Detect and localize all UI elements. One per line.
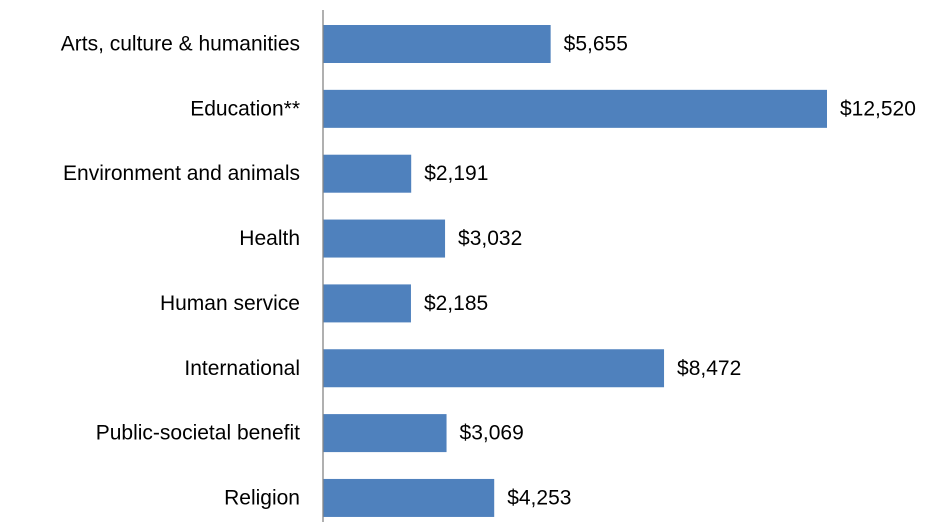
category-label: Arts, culture & humanities <box>61 33 300 56</box>
data-label: $4,253 <box>507 486 571 509</box>
bar <box>323 25 551 63</box>
data-label: $2,191 <box>424 162 488 185</box>
bar <box>323 89 827 128</box>
category-label: International <box>184 357 300 380</box>
data-label: $3,032 <box>458 227 522 250</box>
bars-group <box>323 25 827 517</box>
category-labels: Arts, culture & humanities Education** Env… <box>61 33 300 510</box>
category-label: Religion <box>224 486 300 509</box>
category-label: Environment and animals <box>63 162 300 185</box>
bar <box>323 414 447 453</box>
data-label: $8,472 <box>677 357 741 380</box>
data-label: $3,069 <box>460 422 524 445</box>
data-label: $5,655 <box>564 33 628 56</box>
bar <box>323 219 446 258</box>
bar <box>323 284 411 323</box>
category-label: Public-societal benefit <box>96 422 300 445</box>
value-labels: $5,655 $12,520 $2,191 $3,032 $2,185 $8,472 $3,… <box>424 33 916 510</box>
bar <box>323 349 665 388</box>
bar <box>323 154 412 193</box>
data-label: $2,185 <box>424 292 488 315</box>
bar <box>323 478 495 517</box>
category-label: Human service <box>160 292 300 315</box>
category-label: Education** <box>190 97 300 120</box>
category-label: Health <box>239 227 300 250</box>
data-label: $12,520 <box>840 97 916 120</box>
